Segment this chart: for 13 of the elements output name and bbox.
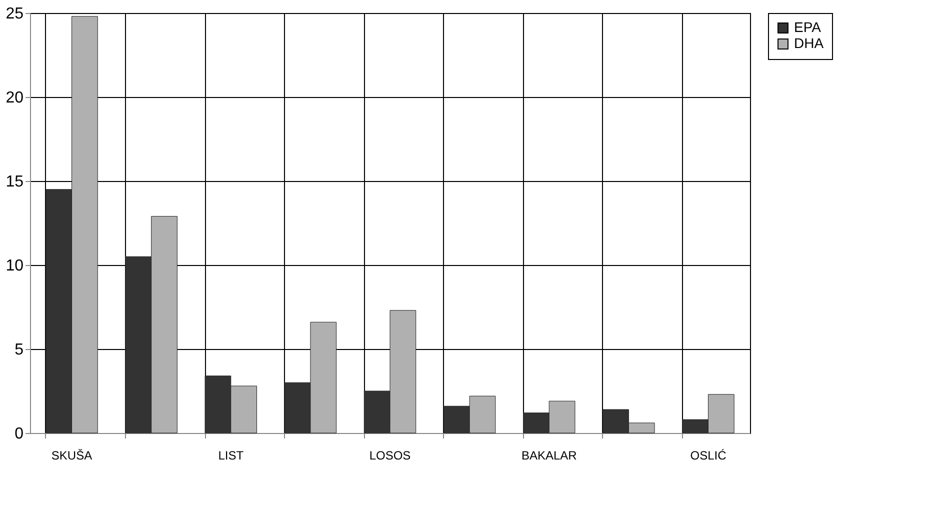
- y-tick-label: 15: [6, 174, 24, 190]
- y-tick-label: 10: [6, 258, 24, 274]
- y-tick-label: 0: [14, 426, 24, 442]
- x-tick-label: OSLIĆ: [690, 448, 727, 462]
- legend-label: DHA: [794, 35, 824, 51]
- y-tick-label: 5: [14, 342, 24, 358]
- x-tick-label: BAKALAR: [521, 448, 578, 462]
- x-tick-label: LOSOS: [369, 448, 411, 462]
- x-tick-label: LIST: [218, 448, 244, 462]
- y-tick-label: 20: [6, 90, 24, 106]
- x-tick-label: SKUŠA: [51, 448, 92, 462]
- legend-label: EPA: [794, 19, 822, 35]
- y-tick-label: 25: [6, 6, 24, 22]
